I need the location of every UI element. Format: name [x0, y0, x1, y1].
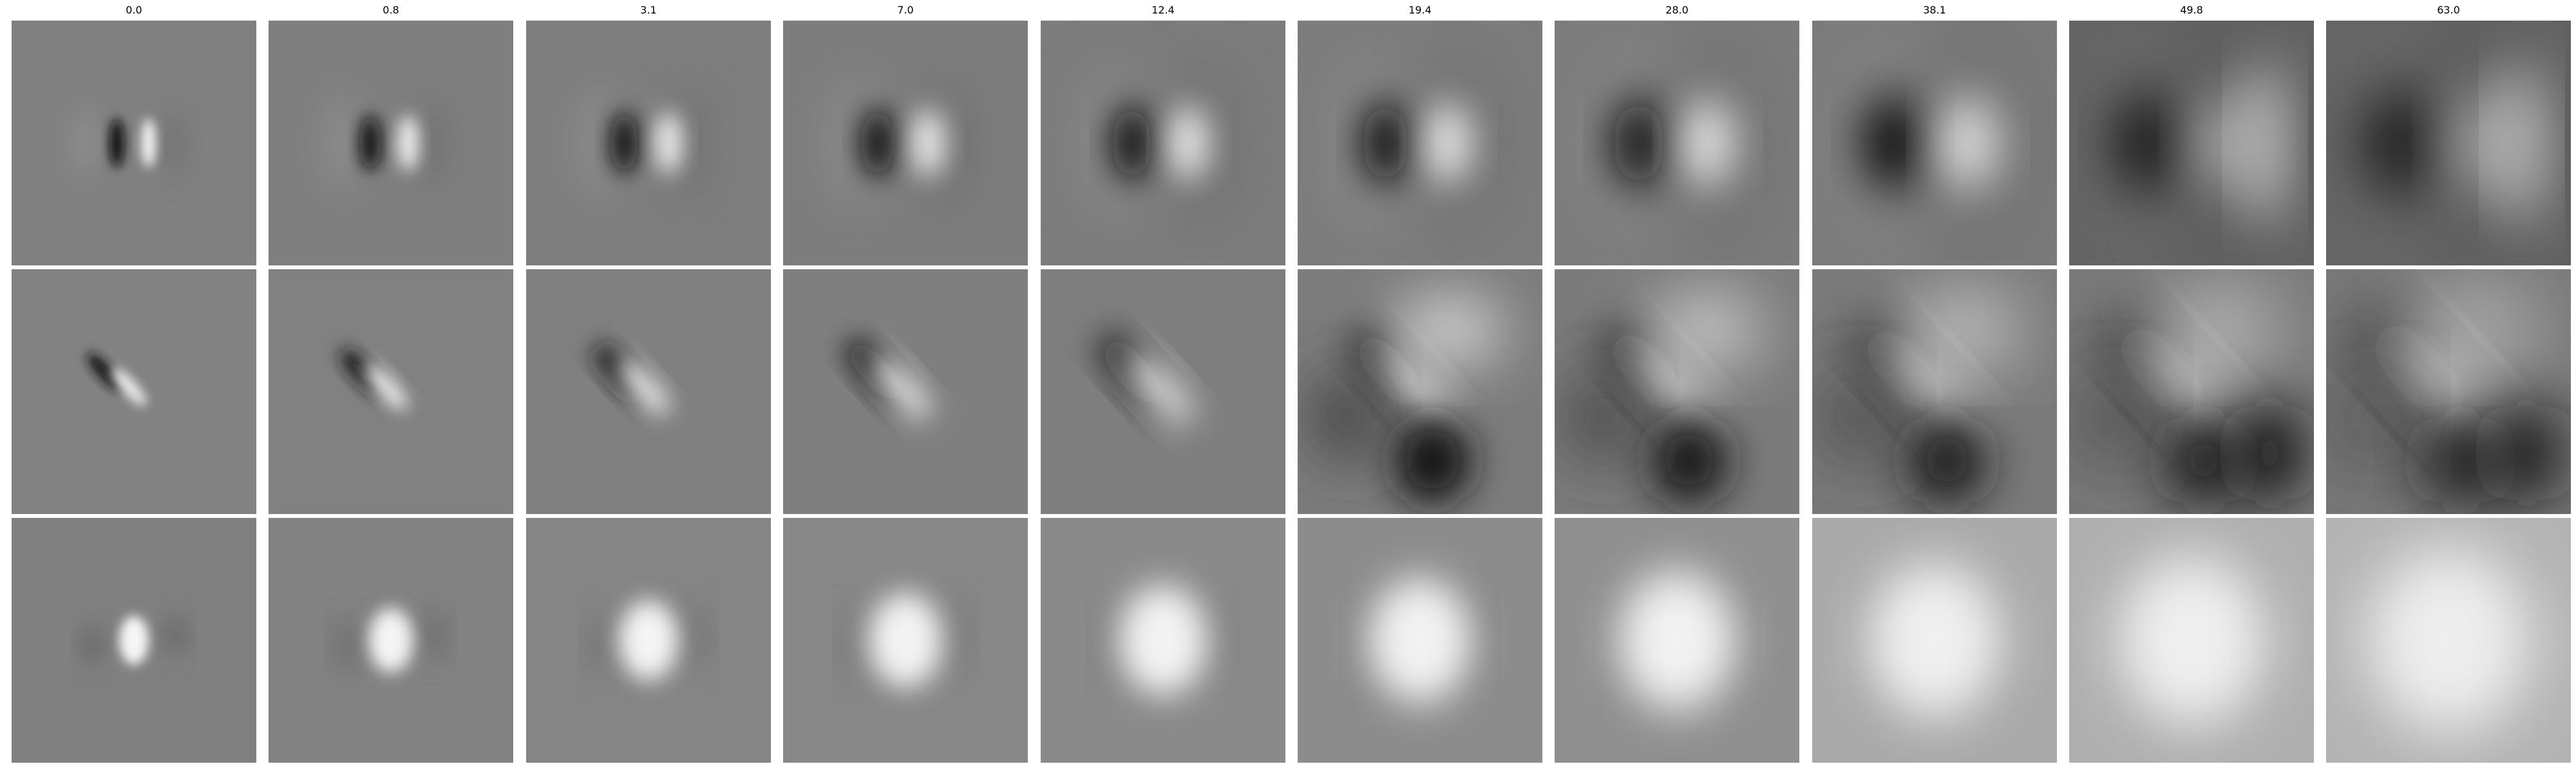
- filter-panel: [1298, 269, 1542, 514]
- filter-panel: [783, 21, 1028, 265]
- filter-panel: [1555, 269, 1799, 514]
- filter-panel: [269, 518, 513, 763]
- filter-panel: [1298, 518, 1542, 763]
- filter-panel: [2326, 21, 2571, 265]
- filter-panel: [2326, 518, 2571, 763]
- column-title: 49.8: [2180, 4, 2203, 16]
- filter-panel: [1812, 518, 2057, 763]
- filter-panel: [1041, 21, 1285, 265]
- column-title: 28.0: [1665, 4, 1689, 16]
- column-title: 0.0: [126, 4, 142, 16]
- filter-panel: [12, 21, 256, 265]
- column-title: 19.4: [1408, 4, 1432, 16]
- filter-panel: [2326, 269, 2571, 514]
- column-title: 3.1: [640, 4, 657, 16]
- filter-panel: [269, 269, 513, 514]
- filter-panel: [1298, 21, 1542, 265]
- filter-panel: [12, 269, 256, 514]
- column-title: 0.8: [383, 4, 399, 16]
- filter-panel: [2069, 518, 2314, 763]
- filter-panel: [1812, 21, 2057, 265]
- column-title: 12.4: [1151, 4, 1175, 16]
- column-title: 38.1: [1923, 4, 1946, 16]
- filter-panel: [526, 518, 771, 763]
- filter-panel: [12, 518, 256, 763]
- filter-panel: [1555, 518, 1799, 763]
- filter-panel: [783, 269, 1028, 514]
- filter-panel: [526, 21, 771, 265]
- column-title: 7.0: [897, 4, 914, 16]
- filter-panel: [1555, 21, 1799, 265]
- filter-panel: [1812, 269, 2057, 514]
- filter-panel: [2069, 269, 2314, 514]
- filter-panel: [2069, 21, 2314, 265]
- filter-panel: [1041, 518, 1285, 763]
- filter-panel: [1041, 269, 1285, 514]
- filter-panel: [783, 518, 1028, 763]
- filter-panel: [269, 21, 513, 265]
- column-title: 63.0: [2437, 4, 2460, 16]
- filter-panel: [526, 269, 771, 514]
